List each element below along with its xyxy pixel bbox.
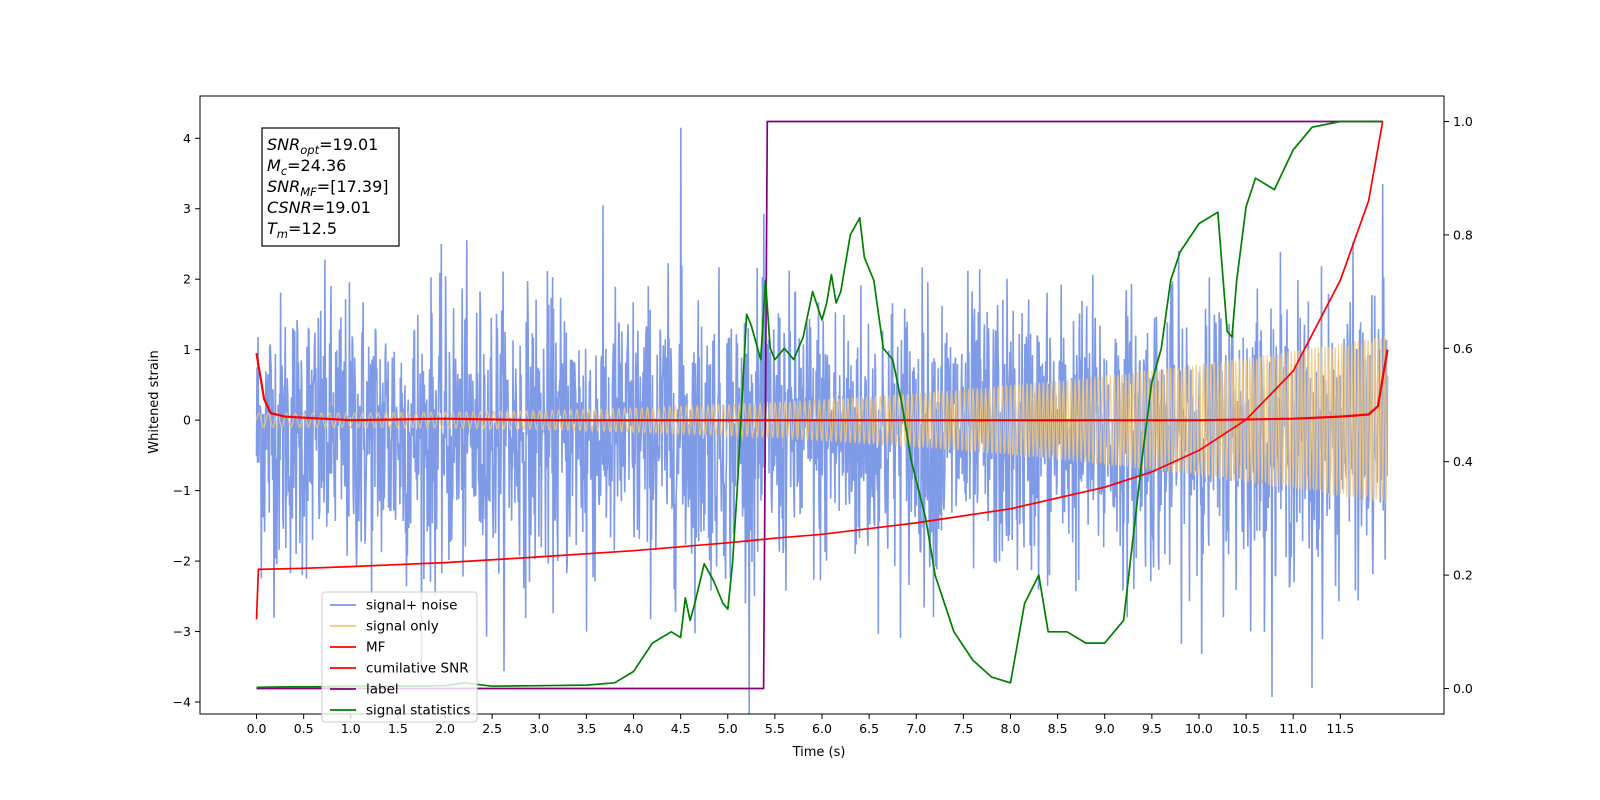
x-tick-label: 7.5 [953, 721, 973, 736]
y-tick-label: −3 [173, 624, 191, 639]
info-value: =19.01 [319, 135, 378, 154]
series-mf [255, 349, 1389, 422]
legend-frame [321, 591, 478, 723]
x-tick-label: 5.5 [765, 721, 785, 736]
x-tick-label: 8.0 [1001, 721, 1021, 736]
x-axis-title: Time (s) [792, 745, 846, 760]
info-symbol: M [267, 156, 281, 175]
x-tick-label: 0.0 [247, 721, 267, 736]
x-tick-label: 3.0 [529, 721, 549, 736]
y2-tick-label: 0.0 [1453, 681, 1473, 696]
x-tick-label: 2.5 [482, 721, 502, 736]
x-tick-label: 11.5 [1326, 721, 1354, 736]
info-symbol: CSNR [267, 198, 312, 217]
info-box-line: SNRopt=19.01 [267, 135, 378, 157]
y-tick-label: −2 [173, 554, 191, 569]
x-tick-label: 9.5 [1142, 721, 1162, 736]
info-box-line: Tm=12.5 [267, 219, 337, 241]
legend-label: label [366, 682, 399, 698]
x-tick-label: 0.5 [294, 721, 314, 736]
y2-tick-label: 0.2 [1453, 568, 1473, 583]
info-subscript: MF [300, 185, 317, 199]
info-box-line: Mc=24.36 [267, 156, 346, 178]
info-box-line: SNRMF=[17.39] [267, 177, 389, 199]
x-tick-label: 4.5 [671, 721, 691, 736]
y-tick-label: 3 [183, 201, 191, 216]
series-signal-statistics [256, 120, 1383, 689]
y-axis-left: −4 −3 −2 −1 0 1 2 3 4 [173, 131, 200, 710]
legend-label: signal statistics [366, 703, 470, 719]
x-tick-label: 6.5 [859, 721, 879, 736]
x-tick-label: 6.0 [812, 721, 832, 736]
plot-area: 0.0 0.5 1.0 1.5 2.0 2.5 3.0 3.5 4.0 4.5 5.0 5.5 6.0 6… [173, 95, 1473, 736]
y2-tick-label: 0.6 [1453, 341, 1473, 356]
info-box-frame [261, 127, 400, 247]
legend-label: cumilative SNR [366, 661, 469, 677]
info-subscript: c [281, 164, 288, 178]
x-tick-label: 10.0 [1185, 721, 1213, 736]
info-subscript: opt [300, 143, 319, 157]
series-cumilative-snr [255, 121, 1384, 620]
x-tick-label: 8.5 [1048, 721, 1068, 736]
x-axis: 0.0 0.5 1.0 1.5 2.0 2.5 3.0 3.5 4.0 4.5 5.0 5.5 6.0 6… [247, 714, 1354, 736]
info-subscript: m [277, 227, 288, 241]
y2-tick-label: 1.0 [1453, 114, 1473, 129]
y2-tick-label: 0.4 [1453, 454, 1473, 469]
x-tick-label: 5.0 [718, 721, 738, 736]
info-value: =12.5 [288, 219, 337, 238]
legend-label: MF [366, 640, 385, 656]
y-axis-title: Whitened strain [147, 350, 162, 453]
y-tick-label: −1 [173, 483, 191, 498]
x-tick-label: 9.0 [1095, 721, 1115, 736]
info-box: SNRopt=19.01Mc=24.36SNRMF=[17.39]CSNR=19… [261, 127, 400, 247]
series-label [256, 120, 1383, 690]
info-symbol: SNR [267, 177, 300, 196]
legend: signal+ noise signal only MF cumilative SNR… [321, 591, 478, 723]
y-axis-right: 0.0 0.2 0.4 0.6 0.8 1.0 [1444, 114, 1473, 696]
y-tick-label: −4 [173, 695, 191, 710]
y2-tick-label: 0.8 [1453, 227, 1473, 242]
x-tick-label: 3.5 [576, 721, 596, 736]
y-tick-label: 2 [183, 272, 191, 287]
y-tick-label: 4 [183, 131, 191, 146]
x-tick-label: 1.0 [341, 721, 361, 736]
info-value: =19.01 [312, 198, 371, 217]
x-tick-label: 4.0 [624, 721, 644, 736]
x-tick-label: 2.0 [435, 721, 455, 736]
legend-label: signal+ noise [366, 598, 457, 614]
info-symbol: T [267, 219, 278, 238]
y-tick-label: 1 [183, 342, 191, 357]
x-tick-label: 1.5 [388, 721, 408, 736]
legend-label: signal only [366, 619, 439, 635]
x-tick-label: 10.5 [1232, 721, 1260, 736]
series-group [255, 120, 1389, 714]
y-tick-label: 0 [183, 413, 191, 428]
info-value: =24.36 [287, 156, 346, 175]
x-tick-label: 7.0 [906, 721, 926, 736]
info-value: =[17.39] [317, 177, 389, 196]
x-tick-label: 11.0 [1279, 721, 1307, 736]
info-box-line: CSNR=19.01 [267, 198, 371, 217]
info-symbol: SNR [267, 135, 300, 154]
